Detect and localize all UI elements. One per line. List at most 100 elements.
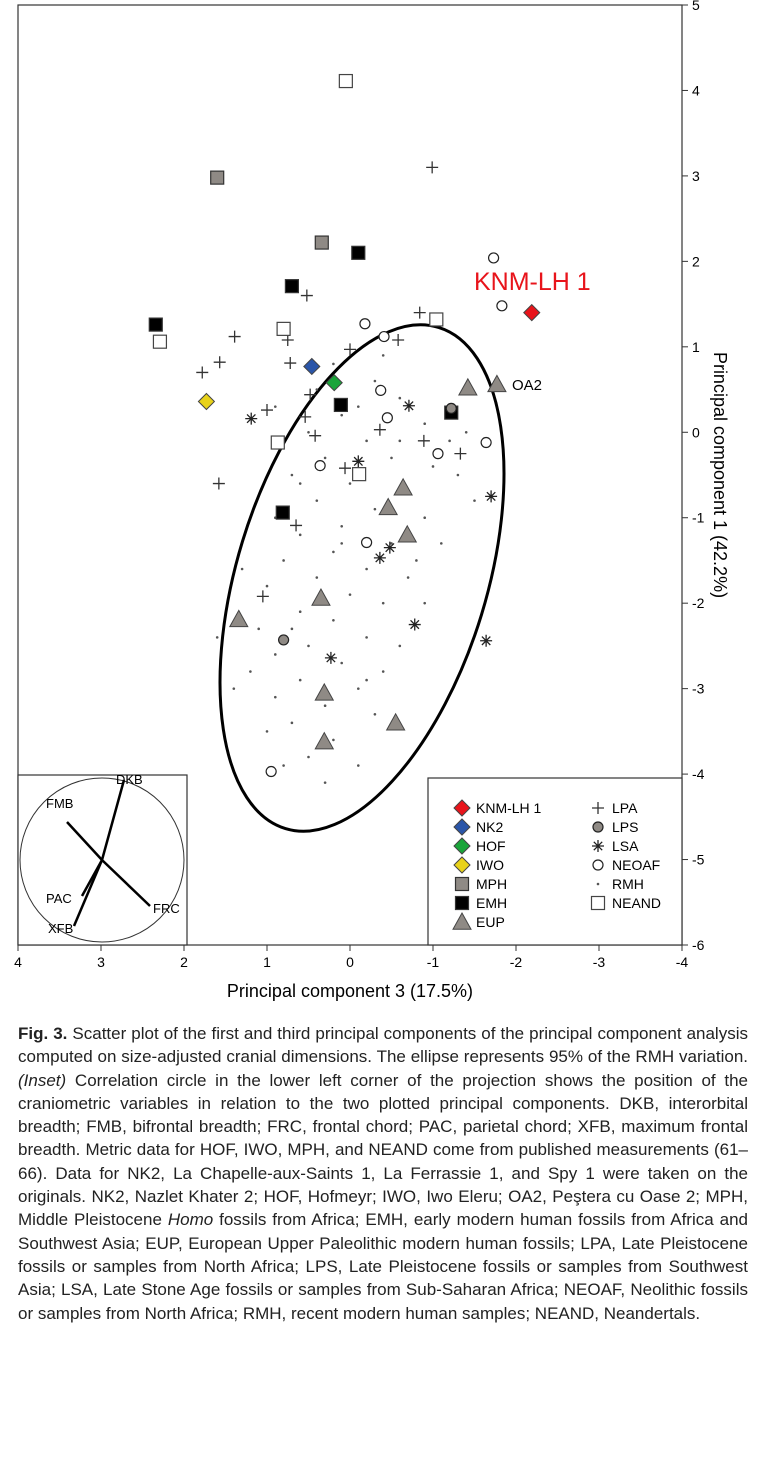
data-point [390, 456, 393, 460]
legend-box [427, 777, 683, 946]
data-point [265, 730, 269, 733]
data-point [373, 379, 377, 383]
data-point [426, 161, 439, 174]
data-point [270, 435, 285, 450]
legend-marker [453, 837, 471, 855]
data-point [398, 439, 402, 443]
data-point [281, 333, 294, 346]
x-axis-label: Principal component 3 (17.5%) [227, 981, 473, 1001]
x-tick-label: 4 [14, 954, 22, 970]
data-point [323, 781, 327, 784]
data-point [378, 330, 390, 343]
legend-marker [454, 876, 470, 892]
y-axis-label: Principal component 1 (42.2%) [710, 352, 730, 598]
y-tick-label: 1 [692, 339, 700, 355]
data-point [357, 687, 360, 690]
data-point [314, 460, 326, 472]
caption-text: fossils from Africa; EMH, early modern h… [18, 1210, 748, 1323]
data-point [314, 235, 329, 250]
data-point [480, 634, 493, 647]
data-point [340, 661, 344, 665]
data-point [303, 357, 321, 376]
data-point [359, 318, 371, 330]
data-point [261, 404, 273, 417]
loading-arrow [101, 859, 151, 907]
data-point [352, 467, 367, 482]
loading-arrow [66, 821, 103, 861]
x-tick-label: 2 [180, 954, 188, 970]
data-point [213, 356, 226, 369]
rmh-ellipse [218, 323, 506, 833]
data-point [232, 687, 236, 690]
data-point [373, 551, 386, 564]
data-point [314, 682, 335, 701]
data-point [440, 542, 443, 545]
y-tick-label: -4 [692, 766, 705, 782]
data-point [307, 644, 310, 648]
inset-label: FMB [46, 796, 73, 811]
data-point [265, 584, 269, 588]
inset-label: PAC [46, 891, 72, 906]
loading-arrow [100, 779, 126, 861]
y-tick-label: -3 [692, 681, 705, 697]
data-point [398, 644, 402, 648]
data-point [290, 519, 303, 532]
legend-marker [453, 799, 471, 817]
data-point [456, 473, 460, 477]
data-point [423, 516, 427, 520]
caption-text: Correlation circle in the lower left cor… [18, 1070, 748, 1230]
data-point [307, 430, 310, 434]
data-point [210, 170, 225, 185]
data-point [290, 721, 294, 725]
data-point [314, 731, 335, 750]
data-point [487, 252, 500, 264]
data-point [257, 627, 261, 631]
caption-label: Fig. 3. [18, 1024, 68, 1043]
legend-marker [452, 911, 472, 930]
data-point [323, 704, 327, 708]
data-point [284, 279, 299, 294]
data-point [275, 505, 290, 520]
data-point [315, 576, 319, 579]
data-point [249, 670, 252, 673]
data-point [480, 436, 492, 449]
data-point [473, 499, 476, 502]
legend-marker [454, 895, 470, 911]
data-point [282, 559, 285, 562]
data-point [429, 312, 444, 327]
data-point [390, 542, 393, 545]
legend-label: MPH [476, 876, 507, 892]
data-point [278, 634, 290, 646]
data-point [392, 333, 405, 346]
data-point [432, 448, 444, 460]
data-point [351, 245, 366, 260]
data-point [274, 405, 277, 408]
data-point [464, 430, 468, 434]
data-point [373, 507, 377, 511]
data-point [454, 447, 467, 460]
data-point [373, 712, 377, 716]
data-point [311, 588, 331, 606]
legend-label: NK2 [476, 819, 503, 835]
data-point [274, 653, 277, 656]
x-tick-label: -1 [427, 954, 440, 970]
data-point [423, 422, 427, 426]
data-point [315, 499, 319, 502]
data-point [340, 542, 344, 545]
caption-text: (Inset) [18, 1070, 67, 1090]
legend-label: NEAND [612, 895, 661, 911]
data-point [196, 366, 209, 379]
legend-marker [592, 859, 604, 871]
data-point [423, 601, 427, 605]
data-point [413, 306, 426, 319]
data-point [496, 300, 508, 312]
data-point [307, 755, 310, 759]
legend-label: HOF [476, 838, 506, 854]
data-point [152, 334, 168, 349]
x-tick-label: 1 [263, 954, 271, 970]
data-point [365, 439, 368, 443]
data-point [290, 627, 294, 631]
correlation-circle [19, 777, 185, 943]
data-point [284, 357, 297, 370]
point-annotation: KNM-LH 1 [474, 268, 591, 296]
